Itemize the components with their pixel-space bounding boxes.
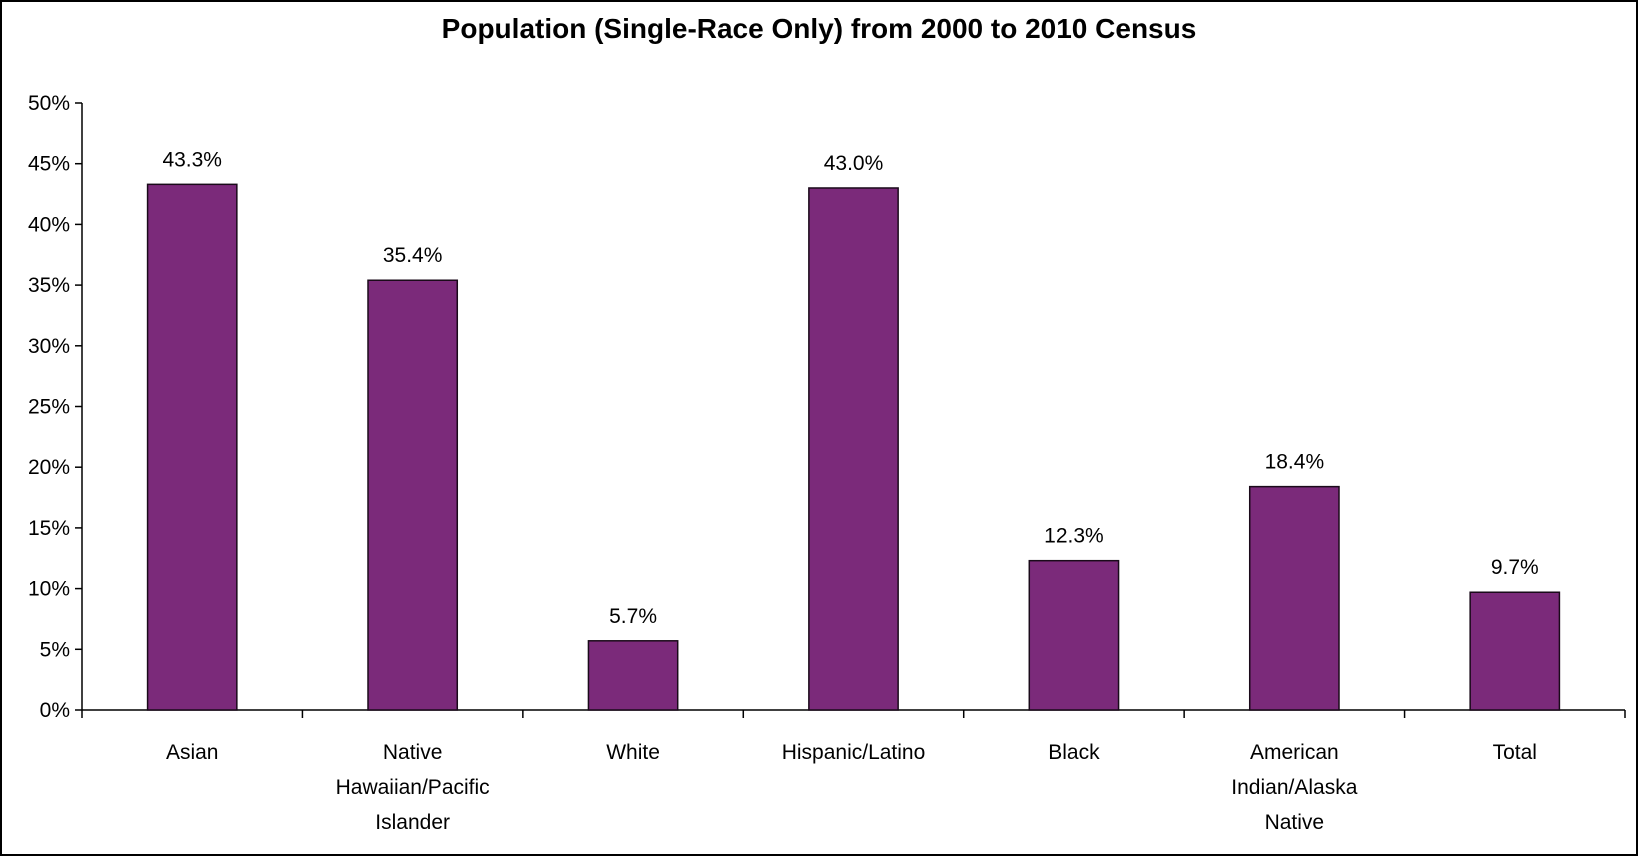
category-label: Indian/Alaska [1231, 776, 1357, 799]
y-tick-label: 50% [28, 92, 70, 115]
y-axis: 0% 5% 10% 15% 20% 25% 30% 35% 40% 45% 50% [28, 92, 83, 722]
y-tick-label: 40% [28, 213, 70, 236]
category-label: Black [1048, 741, 1100, 764]
bar-value-label: 43.0% [824, 152, 884, 175]
y-tick-label: 35% [28, 274, 70, 297]
y-tick-label: 5% [40, 638, 70, 661]
category-label: Asian [166, 741, 219, 764]
category-label: Islander [375, 811, 450, 834]
category-label: Total [1493, 741, 1537, 764]
bar [1248, 485, 1340, 711]
bar-value-label: 18.4% [1265, 451, 1325, 474]
data-labels: 43.3% 35.4% 5.7% 43.0% 12.3% 18.4% 9.7% [162, 148, 1538, 627]
bar [367, 279, 459, 711]
y-tick-label: 45% [28, 153, 70, 176]
bar-value-label: 9.7% [1491, 556, 1539, 579]
category-label: Native [383, 741, 443, 764]
bar [808, 187, 899, 711]
bar [146, 183, 238, 711]
bar-value-label: 5.7% [609, 605, 657, 628]
y-tick-label: 15% [28, 517, 70, 540]
category-label: White [606, 741, 660, 764]
category-labels: Asian Native Hawaiian/Pacific Islander White… [166, 741, 1537, 834]
bar [587, 640, 679, 711]
category-label: American [1250, 741, 1339, 764]
bar-series [146, 183, 1561, 711]
category-label: Hispanic/Latino [782, 741, 926, 764]
y-tick-label: 0% [40, 699, 70, 722]
chart-title: Population (Single-Race Only) from 2000 … [442, 13, 1197, 44]
category-label: Native [1265, 811, 1325, 834]
bar-value-label: 43.3% [162, 148, 222, 171]
bar-value-label: 12.3% [1044, 525, 1104, 548]
y-tick-label: 30% [28, 335, 70, 358]
y-tick-label: 25% [28, 396, 70, 419]
bar-value-label: 35.4% [383, 244, 443, 267]
category-label: Hawaiian/Pacific [336, 776, 490, 799]
bar [1028, 559, 1120, 711]
bar [1469, 591, 1561, 711]
y-tick-label: 20% [28, 456, 70, 479]
y-tick-label: 10% [28, 578, 70, 601]
